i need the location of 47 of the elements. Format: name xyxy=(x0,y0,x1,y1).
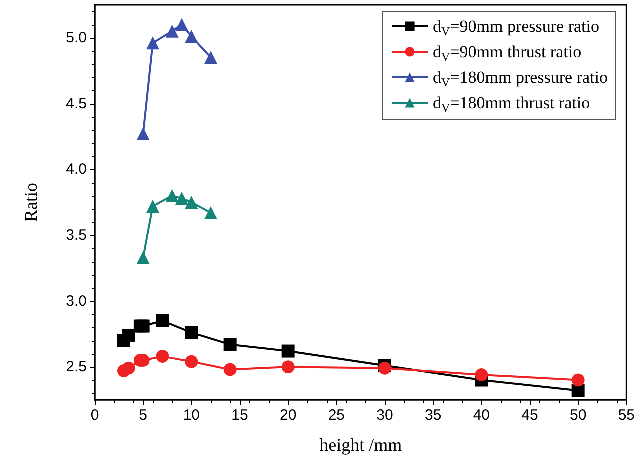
y-tick-label: 3.0 xyxy=(66,292,87,310)
point xyxy=(185,326,198,340)
point xyxy=(146,36,160,50)
x-tick-label: 0 xyxy=(90,407,100,424)
point xyxy=(156,314,170,328)
y-tick-label: 4.5 xyxy=(66,95,87,112)
point xyxy=(378,362,392,375)
point xyxy=(146,200,160,213)
y-tick-label: 2.5 xyxy=(66,358,87,376)
point xyxy=(185,196,198,209)
point xyxy=(156,350,170,364)
point xyxy=(136,251,150,264)
point xyxy=(185,355,198,368)
x-tick-label: 15 xyxy=(232,407,248,424)
point xyxy=(166,189,179,202)
point xyxy=(136,320,150,333)
point xyxy=(176,18,188,32)
x-tick-label: 10 xyxy=(183,407,200,424)
x-tick-label: 50 xyxy=(570,407,587,424)
point xyxy=(176,192,188,206)
x-tick-label: 20 xyxy=(280,407,297,424)
point xyxy=(204,206,218,220)
point xyxy=(572,374,585,387)
y-tick-label: 4.0 xyxy=(66,161,87,178)
x-tick-label: 25 xyxy=(328,407,346,424)
y-axis-title: Ratio xyxy=(21,183,41,222)
x-axis-title: height /mm xyxy=(320,435,402,455)
point xyxy=(282,344,295,358)
x-tick-label: 35 xyxy=(424,407,442,424)
point xyxy=(572,384,585,398)
x-tick-label: 45 xyxy=(522,407,538,424)
x-tick-label: 5 xyxy=(139,407,148,424)
point xyxy=(282,360,295,374)
point xyxy=(136,128,150,141)
y-tick-label: 5.0 xyxy=(66,29,87,46)
x-tick-label: 40 xyxy=(473,407,490,424)
y-tick-label: 3.5 xyxy=(66,226,87,244)
point xyxy=(475,368,488,382)
point xyxy=(122,328,136,342)
point xyxy=(224,363,237,376)
point xyxy=(224,338,237,352)
point xyxy=(185,30,198,44)
point xyxy=(122,362,136,375)
x-tick-label: 55 xyxy=(618,407,635,424)
x-tick-label: 30 xyxy=(376,407,394,424)
point xyxy=(204,51,218,64)
point xyxy=(166,24,179,38)
